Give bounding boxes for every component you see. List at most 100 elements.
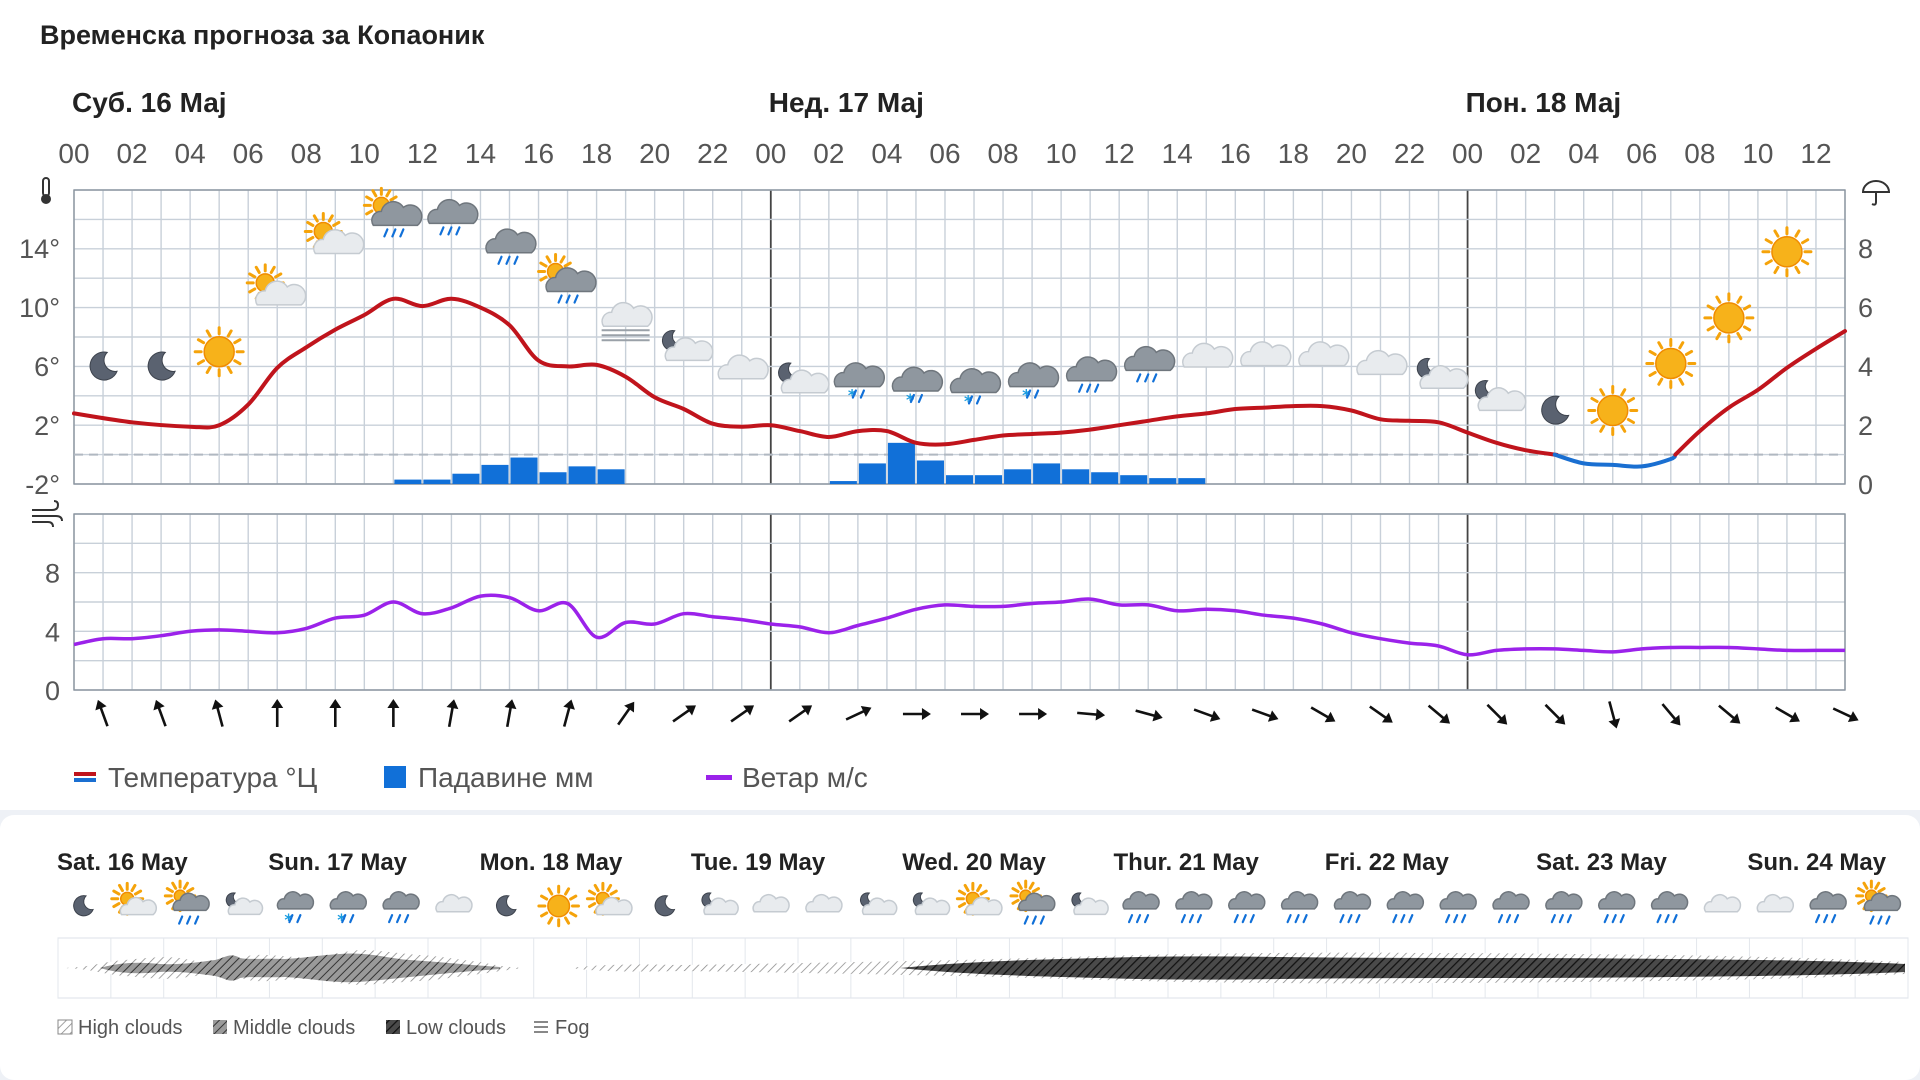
- sun-icon: [193, 326, 245, 378]
- hour-label: 12: [1104, 138, 1135, 169]
- wind-arrow: [1427, 704, 1451, 724]
- hour-label: 14: [465, 138, 496, 169]
- hour-label: 06: [233, 138, 264, 169]
- wind-arrow: [153, 699, 167, 727]
- cloud-icon: [1240, 341, 1292, 367]
- hour-label: 16: [1220, 138, 1251, 169]
- hour-label: 06: [929, 138, 960, 169]
- temperature-line-warm: [1673, 329, 1847, 457]
- wind-axis-label: 8: [45, 559, 60, 589]
- fog-cloud-icon: [601, 301, 653, 342]
- rain-sun-cloud-icon: [362, 186, 423, 238]
- precip-axis-label: 4: [1858, 352, 1873, 382]
- rain-cloud-icon: [1228, 891, 1266, 924]
- precip-bar: [1178, 478, 1206, 484]
- wind-arrow: [1775, 706, 1800, 723]
- week-day-label: Thur. 21 May: [1114, 849, 1260, 876]
- precip-axis-label: 2: [1858, 411, 1873, 441]
- day-label: Пон. 18 Мај: [1466, 87, 1622, 118]
- svg-text:*: *: [284, 910, 293, 929]
- partly-cloudy-day-icon: [585, 881, 633, 916]
- temp-axis-label: 10°: [19, 293, 60, 323]
- wind-arrow: [1251, 708, 1279, 722]
- wind-icon: [32, 500, 63, 528]
- wind-axis-label: 4: [45, 617, 60, 647]
- wind-arrow: [1544, 703, 1566, 725]
- wind-arrow: [1608, 701, 1621, 729]
- precip-bar: [829, 481, 857, 484]
- moon-icon: [73, 895, 94, 917]
- rain-cloud-icon: [1439, 891, 1477, 924]
- sun-icon: [1587, 385, 1639, 436]
- week-day-label: Sun. 17 May: [268, 849, 407, 876]
- svg-text:*: *: [337, 910, 346, 929]
- hour-label: 10: [1046, 138, 1077, 169]
- snow-rain-cloud-icon: *: [276, 891, 315, 929]
- precip-axis-label: 0: [1858, 470, 1873, 500]
- partly-cloudy-night-icon: [225, 892, 264, 916]
- wind-arrow: [902, 708, 931, 720]
- wind-arrow: [845, 706, 872, 721]
- legend-fog-label: Fog: [555, 1017, 589, 1039]
- wind-speed-line: [73, 593, 1845, 657]
- moon-icon: [89, 351, 118, 381]
- wind-arrow: [1369, 705, 1393, 723]
- wind-grid: [73, 513, 1846, 691]
- legend-high-clouds: High clouds: [57, 1017, 183, 1039]
- hour-label: 16: [523, 138, 554, 169]
- precip-bar: [539, 472, 567, 484]
- moon-icon: [654, 895, 676, 917]
- partly-cloudy-day-icon: [110, 881, 158, 916]
- sun-icon: [1645, 337, 1697, 389]
- wind-arrow: [1486, 703, 1508, 725]
- svg-text:*: *: [848, 386, 857, 405]
- rain-cloud-icon: [1386, 891, 1425, 924]
- wind-arrow: [329, 699, 342, 727]
- wind-arrow: [1832, 707, 1859, 722]
- precip-axis-label: 8: [1858, 234, 1873, 264]
- rain-cloud-icon: [1598, 891, 1636, 924]
- hour-label: 10: [349, 138, 380, 169]
- day-label: Нед. 17 Мај: [769, 87, 924, 118]
- week-weather-icons: * *: [73, 879, 1902, 929]
- rain-cloud-icon: [1123, 345, 1176, 383]
- cloud-band-low: [900, 956, 1905, 980]
- svg-text:*: *: [1022, 386, 1031, 405]
- hour-label: 12: [407, 138, 438, 169]
- top-card: [0, 0, 1920, 810]
- rain-cloud-icon: [1333, 891, 1372, 924]
- week-day-label: Wed. 20 May: [902, 849, 1046, 876]
- rain-cloud-icon: [427, 198, 479, 236]
- hour-label: 12: [1800, 138, 1831, 169]
- temp-axis-label: -2°: [25, 470, 60, 500]
- precip-bar: [597, 469, 625, 484]
- rain-cloud-icon: [485, 228, 537, 265]
- partly-cloudy-night-icon: [912, 892, 951, 916]
- precip-bar: [481, 464, 509, 484]
- cloud-icon: [435, 893, 473, 913]
- wind-arrow: [1661, 703, 1681, 726]
- rain-cloud-icon: [1122, 891, 1160, 924]
- precip-bar: [1149, 478, 1177, 484]
- precip-bar: [1120, 475, 1148, 484]
- hour-label: 20: [1336, 138, 1367, 169]
- wind-arrow: [1718, 704, 1741, 724]
- hour-label: 08: [987, 138, 1018, 169]
- hour-label: 22: [1394, 138, 1425, 169]
- snow-rain-cloud-icon: *: [329, 891, 368, 929]
- week-day-label: Tue. 19 May: [691, 849, 826, 876]
- precip-bar: [916, 460, 944, 484]
- snow-rain-cloud-icon: *: [833, 362, 886, 405]
- snow-rain-cloud-icon: *: [891, 366, 944, 409]
- hour-label: 02: [813, 138, 844, 169]
- cloud-strip: [57, 937, 1909, 999]
- cloud-icon: [717, 354, 769, 380]
- weather-icons: * * * *: [89, 186, 1813, 436]
- cloud-icon: [1756, 893, 1795, 913]
- hour-label: 04: [175, 138, 206, 169]
- precip-bar: [975, 475, 1003, 484]
- cloud-icon: [1182, 342, 1234, 368]
- cloud-icon: [752, 893, 790, 913]
- wind-arrow: [1135, 709, 1163, 722]
